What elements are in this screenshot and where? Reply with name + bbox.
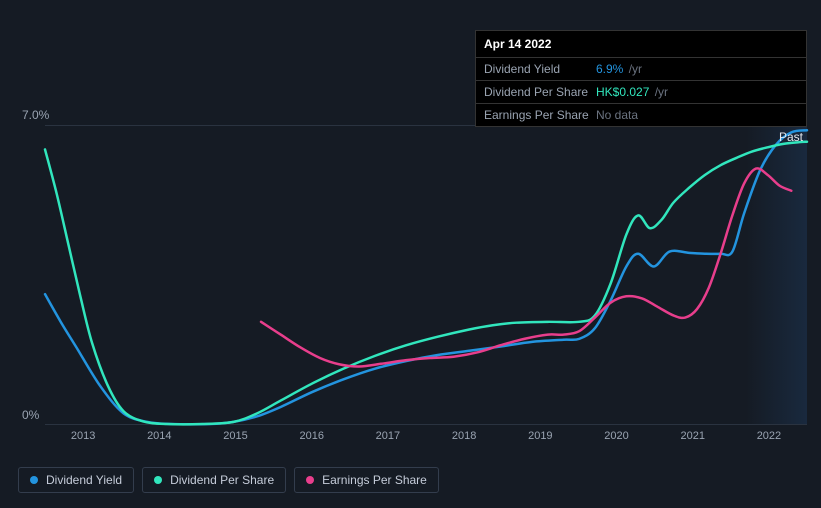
x-tick: 2016 (274, 430, 350, 450)
tooltip-label: Dividend Per Share (484, 85, 596, 99)
chart-container: Apr 14 2022 Dividend Yield6.9% /yrDivide… (0, 0, 821, 508)
legend-item[interactable]: Earnings Per Share (294, 467, 439, 493)
plot-area[interactable] (45, 125, 807, 425)
tooltip-date: Apr 14 2022 (476, 31, 806, 58)
tooltip-value: 6.9% /yr (596, 62, 642, 76)
y-axis-min-label: 0% (22, 408, 39, 422)
legend-label: Dividend Yield (46, 473, 122, 487)
x-tick: 2014 (121, 430, 197, 450)
tooltip-row: Dividend Yield6.9% /yr (476, 58, 806, 81)
y-axis-max-label: 7.0% (22, 108, 49, 122)
series-line (45, 130, 807, 424)
legend-swatch (30, 476, 38, 484)
legend-item[interactable]: Dividend Per Share (142, 467, 286, 493)
x-tick: 2017 (350, 430, 426, 450)
x-tick: 2019 (502, 430, 578, 450)
legend-label: Earnings Per Share (322, 473, 427, 487)
legend-swatch (154, 476, 162, 484)
tooltip-label: Dividend Yield (484, 62, 596, 76)
x-tick: 2015 (197, 430, 273, 450)
chart-svg (45, 126, 807, 424)
x-axis: 2013201420152016201720182019202020212022 (45, 430, 807, 450)
tooltip-row: Dividend Per ShareHK$0.027 /yr (476, 81, 806, 104)
series-line (45, 142, 807, 425)
legend-item[interactable]: Dividend Yield (18, 467, 134, 493)
legend-label: Dividend Per Share (170, 473, 274, 487)
tooltip-row: Earnings Per ShareNo data (476, 104, 806, 126)
series-line (261, 168, 791, 366)
legend-swatch (306, 476, 314, 484)
hover-tooltip: Apr 14 2022 Dividend Yield6.9% /yrDivide… (475, 30, 807, 127)
x-tick: 2020 (578, 430, 654, 450)
x-tick: 2021 (655, 430, 731, 450)
x-tick: 2022 (731, 430, 807, 450)
past-label: Past (779, 130, 803, 144)
tooltip-label: Earnings Per Share (484, 108, 596, 122)
tooltip-value: No data (596, 108, 638, 122)
legend: Dividend Yield Dividend Per Share Earnings… (18, 467, 439, 493)
x-tick: 2018 (426, 430, 502, 450)
x-tick: 2013 (45, 430, 121, 450)
tooltip-value: HK$0.027 /yr (596, 85, 668, 99)
